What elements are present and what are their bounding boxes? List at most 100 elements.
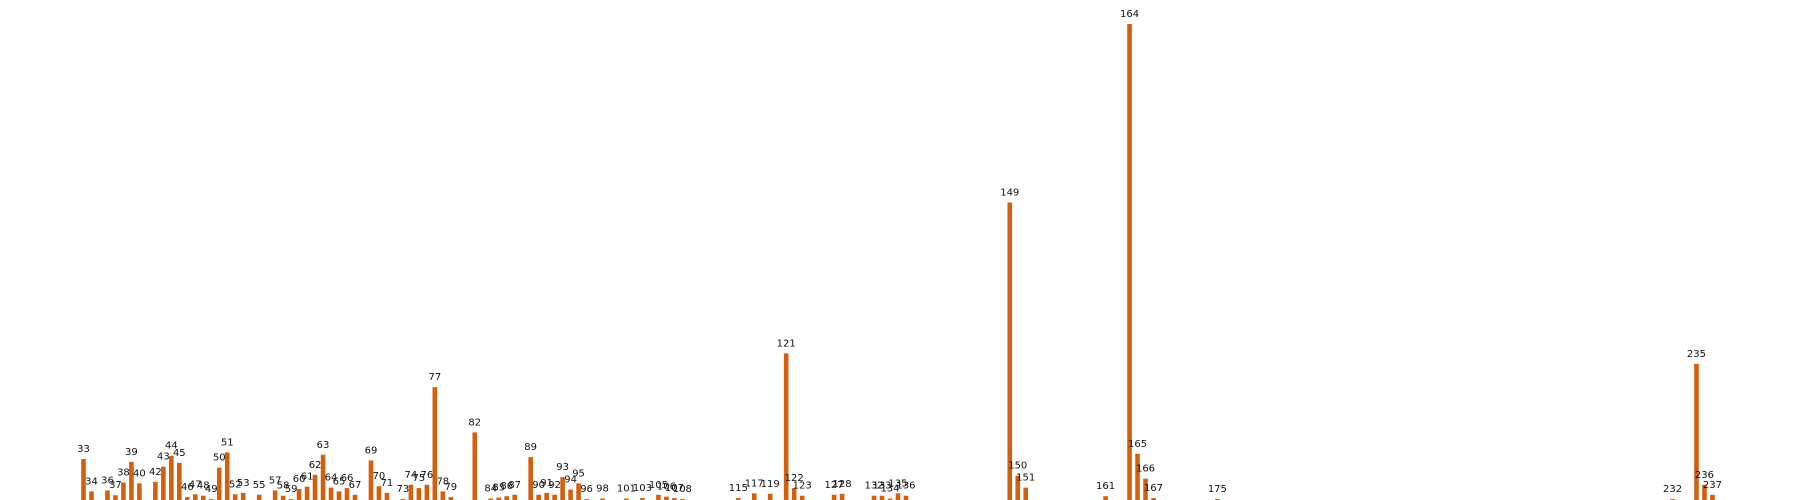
bar-label-123: 123: [793, 481, 812, 492]
bar-label-135: 135: [888, 478, 907, 489]
bar-106: [664, 496, 669, 500]
bar-label-85: 85: [492, 483, 505, 494]
bar-label-132: 132: [864, 481, 883, 492]
bar-label-64: 64: [325, 473, 338, 484]
bar-label-79: 79: [444, 482, 457, 493]
bar-label-237: 237: [1703, 480, 1722, 491]
bar-103: [640, 498, 645, 500]
bar-label-175: 175: [1208, 484, 1227, 495]
bar-132: [871, 495, 877, 500]
bar-label-95: 95: [572, 468, 585, 479]
bar-92: [552, 494, 557, 500]
bar-label-52: 52: [229, 479, 242, 490]
bar-label-167: 167: [1144, 483, 1163, 494]
bar-121: [783, 353, 789, 500]
bar-label-34: 34: [85, 476, 98, 487]
bar-label-127: 127: [825, 480, 844, 491]
bar-101: [624, 498, 629, 500]
bar-79: [448, 497, 454, 500]
bar-label-122: 122: [785, 473, 804, 484]
bar-119: [767, 493, 773, 500]
bar-55: [256, 494, 262, 500]
bar-44: [169, 455, 174, 500]
bar-74: [408, 484, 414, 500]
bar-label-61: 61: [301, 472, 314, 483]
bar-89: [528, 457, 533, 500]
bar-label-121: 121: [777, 338, 796, 349]
bar-label-69: 69: [365, 445, 378, 456]
bar-series: [81, 24, 1715, 500]
bar-127: [831, 494, 837, 500]
bar-label-43: 43: [157, 452, 170, 463]
bar-164: [1127, 24, 1132, 500]
bar-label-94: 94: [564, 475, 577, 486]
bar-39: [129, 461, 134, 500]
bar-label-42: 42: [149, 467, 162, 478]
bar-66: [344, 488, 350, 500]
bar-label-166: 166: [1136, 464, 1155, 475]
bar-label-133: 133: [872, 481, 891, 492]
bar-label-115: 115: [729, 483, 748, 494]
bar-label-164: 164: [1120, 9, 1139, 20]
bar-149: [1007, 202, 1013, 500]
bar-150: [1015, 475, 1021, 500]
bar-label-136: 136: [896, 481, 915, 492]
bar-65: [336, 491, 342, 500]
bar-64: [328, 487, 334, 500]
bar-label-107: 107: [665, 483, 684, 494]
bar-117: [751, 493, 757, 500]
bar-label-71: 71: [381, 478, 394, 489]
bar-label-105: 105: [649, 480, 668, 491]
bar-label-236: 236: [1695, 470, 1714, 481]
bar-label-78: 78: [436, 476, 449, 487]
bar-label-90: 90: [532, 480, 545, 491]
bar-label-161: 161: [1096, 481, 1115, 492]
bar-label-65: 65: [333, 476, 346, 487]
bar-42: [153, 481, 158, 500]
bar-165: [1135, 453, 1140, 500]
bar-135: [895, 493, 901, 500]
bar-134: [887, 498, 893, 500]
bar-label-48: 48: [197, 481, 210, 492]
bar-label-84: 84: [484, 484, 497, 495]
bar-label-128: 128: [833, 479, 852, 490]
bar-label-51: 51: [221, 437, 234, 448]
bar-label-40: 40: [133, 468, 146, 479]
bar-151: [1023, 487, 1029, 500]
bar-84: [488, 498, 494, 500]
bar-47: [192, 494, 198, 500]
bar-34: [89, 491, 94, 500]
bar-128: [839, 493, 845, 500]
bar-237: [1710, 494, 1715, 500]
bar-label-53: 53: [237, 478, 250, 489]
bar-label-89: 89: [524, 442, 537, 453]
bar-label-232: 232: [1663, 484, 1682, 495]
bar-40: [137, 483, 142, 500]
bar-53: [240, 492, 246, 500]
bar-57: [272, 490, 278, 500]
bar-label-96: 96: [580, 484, 593, 495]
bar-94: [568, 489, 573, 500]
bar-label-134: 134: [880, 484, 899, 495]
bar-label-38: 38: [117, 467, 130, 478]
bar-43: [161, 466, 166, 500]
bar-label-73: 73: [397, 484, 410, 495]
bar-67: [352, 494, 358, 500]
bar-label-87: 87: [508, 480, 521, 491]
bar-label-37: 37: [109, 480, 122, 491]
bar-62: [312, 474, 318, 500]
bar-69: [368, 460, 374, 500]
bar-label-103: 103: [633, 483, 652, 494]
bar-60: [296, 489, 302, 500]
bar-label-70: 70: [373, 471, 386, 482]
bar-label-49: 49: [205, 484, 218, 495]
bar-87: [512, 494, 517, 500]
bar-label-149: 149: [1000, 188, 1019, 199]
bar-107: [672, 498, 677, 500]
bar-label-93: 93: [556, 462, 569, 473]
bar-label-58: 58: [277, 481, 290, 492]
bar-label-77: 77: [428, 372, 441, 383]
bar-label-59: 59: [285, 484, 298, 495]
